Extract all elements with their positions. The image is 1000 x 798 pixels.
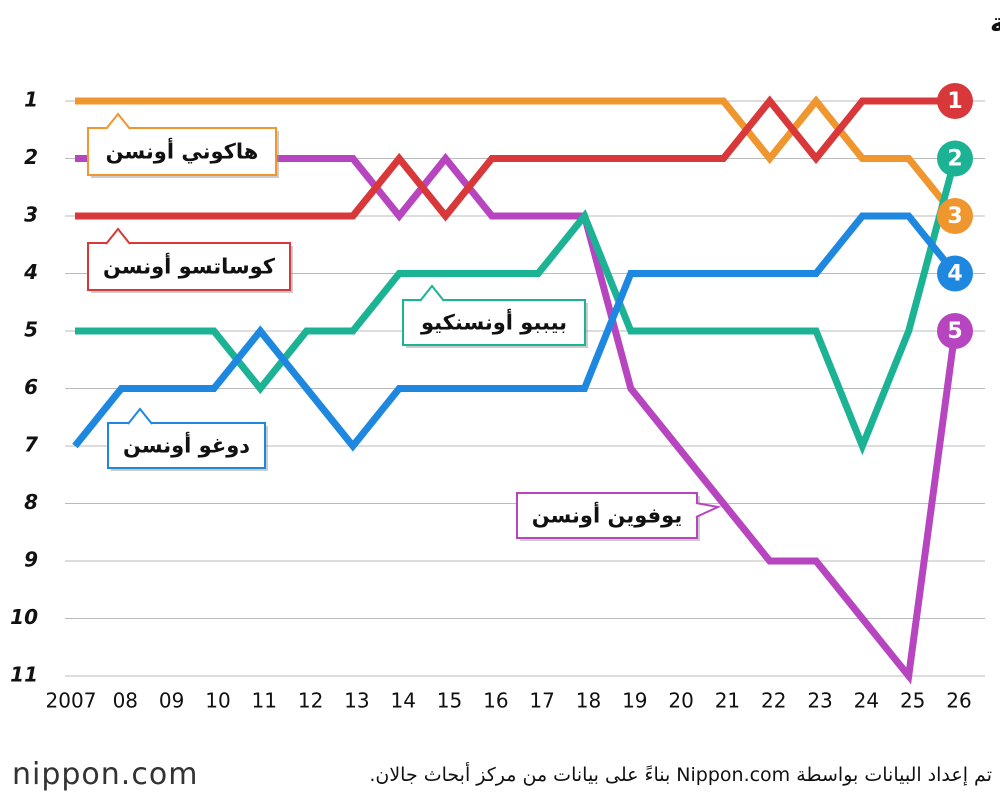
series-line [75, 152, 959, 685]
callout [105, 227, 131, 245]
y-tick-label: 3 [24, 203, 38, 227]
x-tick-label: 25 [900, 689, 925, 713]
x-tick-label: 2007 [46, 689, 97, 713]
legend-label: دوغو أونسن [123, 431, 250, 458]
end-marker [937, 255, 973, 292]
end-rank-label: 1 [947, 89, 962, 114]
y-tick-label: 9 [24, 548, 38, 572]
x-tick-label: 08 [113, 689, 138, 713]
callout [105, 112, 131, 130]
end-marker [937, 83, 973, 119]
x-tick-label: 16 [483, 689, 508, 713]
box [516, 492, 698, 539]
end-marker [937, 140, 973, 177]
box [402, 299, 586, 346]
series-label-box: دوغو أونسن [107, 407, 268, 471]
end-marker [937, 313, 973, 349]
x-tick-label: 10 [205, 689, 230, 713]
y-tick-label: 8 [24, 490, 38, 514]
x-tick-label: 19 [622, 689, 647, 713]
x-tick-label: 21 [715, 689, 740, 713]
y-tick-label: 10 [10, 605, 38, 629]
legend-label: بيببو أونسنكيو [420, 308, 567, 335]
x-tick-label: 22 [761, 689, 786, 713]
y-tick-label: 2 [24, 145, 38, 169]
legend-label: يوفوين أونسن [532, 501, 682, 528]
end-rank-label: 3 [947, 204, 962, 229]
x-tick-label: 11 [252, 689, 277, 713]
x-tick-label: 15 [437, 689, 462, 713]
x-tick-label: 23 [807, 689, 832, 713]
series-line [72, 212, 958, 452]
x-tick-label: 26 [946, 689, 971, 713]
x-tick-label: 12 [298, 689, 323, 713]
series-line [75, 157, 959, 456]
box [87, 242, 291, 291]
y-tick-label: 7 [24, 433, 38, 457]
legend-label: هاكوني أونسن [106, 137, 259, 164]
x-tick-label: 24 [854, 689, 879, 713]
callout [695, 502, 722, 518]
y-tick-label: 11 [10, 663, 38, 687]
chart-title: منتجعات الينابيع الساخنة ذات التصنيف الع… [990, 9, 1000, 39]
x-tick-label: 13 [344, 689, 369, 713]
callout [419, 284, 445, 302]
end-marker [937, 198, 973, 234]
end-rank-label: 4 [947, 262, 962, 287]
chart: منتجعات الينابيع الساخنة ذات التصنيف الع… [10, 9, 1000, 713]
x-tick-label: 20 [668, 689, 693, 713]
legend-label: كوساتسو أونسن [103, 252, 276, 279]
y-tick-label: 6 [24, 375, 38, 399]
x-tick-label: 18 [576, 689, 601, 713]
series-line [75, 95, 955, 222]
callout [127, 407, 153, 425]
source-note: تم إعداد البيانات بواسطة Nippon.com بناء… [369, 764, 992, 786]
y-tick-label: 1 [24, 88, 38, 112]
box [87, 127, 277, 176]
series-label-box: يوفوين أونسن [516, 492, 722, 541]
end-rank-label: 2 [947, 147, 962, 172]
series-label-box: هاكوني أونسن [87, 112, 279, 178]
series-label-box: بيببو أونسنكيو [402, 284, 588, 348]
x-tick-label: 09 [159, 689, 184, 713]
end-rank-label: 5 [947, 319, 962, 344]
logo: nippon.com [12, 757, 199, 792]
series-line [75, 95, 958, 219]
box [107, 422, 266, 469]
series-label-box: كوساتسو أونسن [87, 227, 293, 293]
x-tick-label: 17 [529, 689, 554, 713]
y-tick-label: 5 [24, 318, 38, 342]
x-tick-label: 14 [390, 689, 415, 713]
y-tick-label: 4 [23, 260, 38, 284]
